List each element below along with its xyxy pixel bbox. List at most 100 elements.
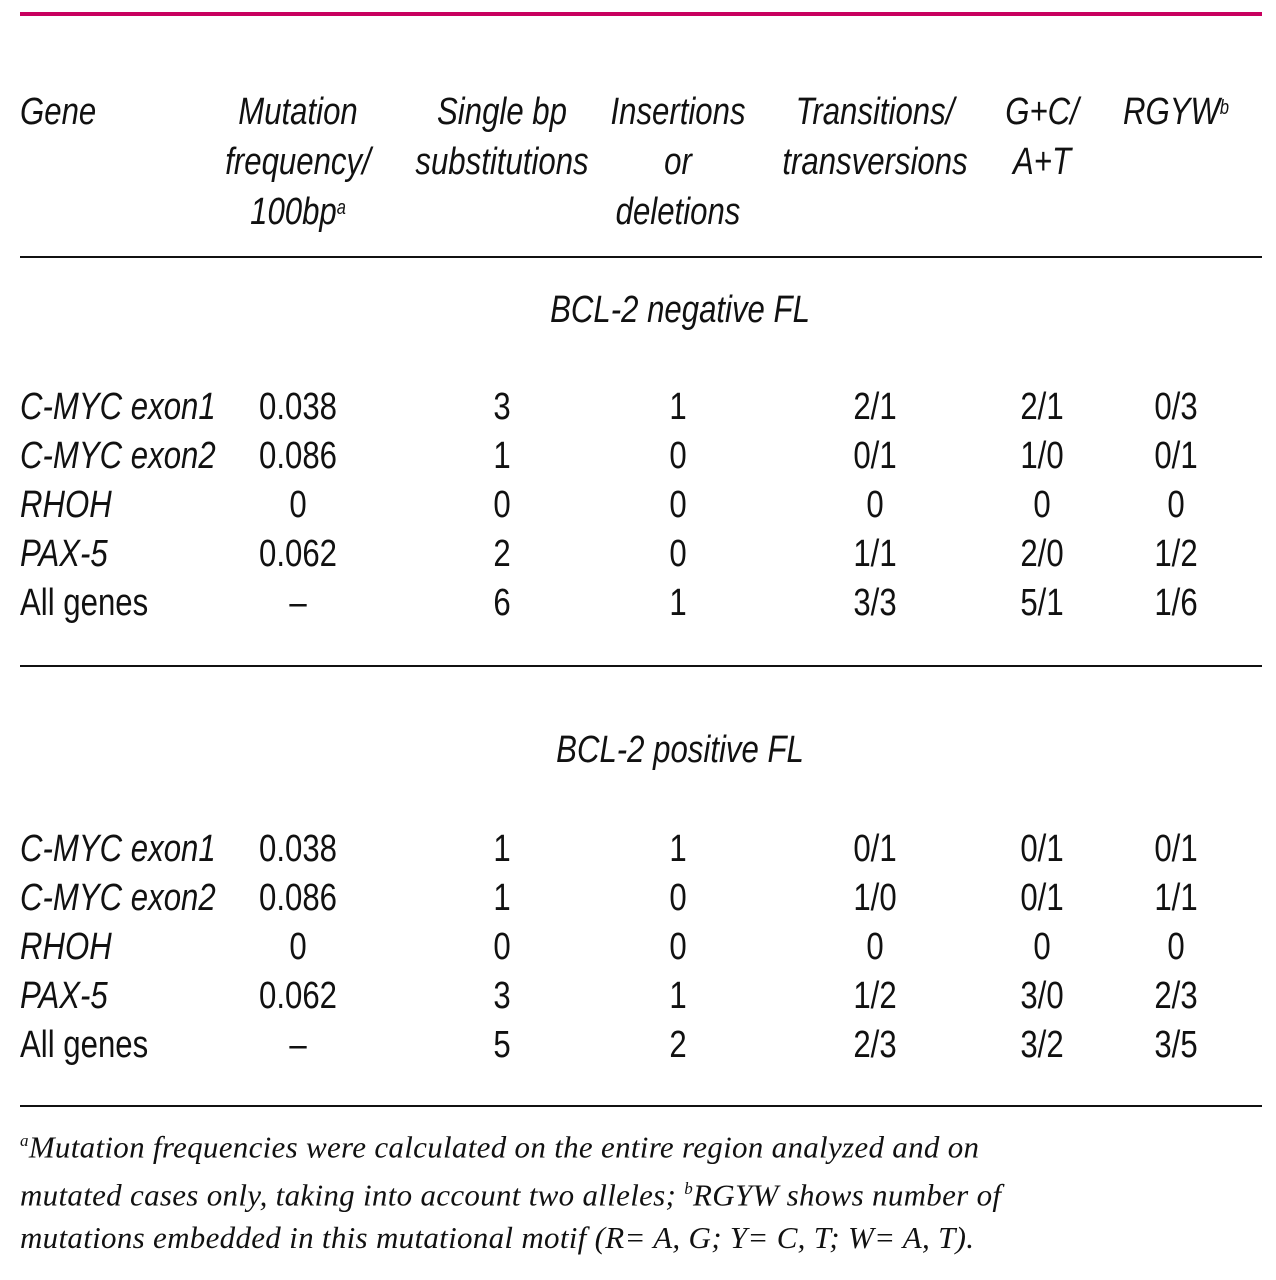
rule [20,1105,1262,1107]
cell: 1 [669,582,687,624]
header-sup: b [1219,97,1230,119]
cell: 1 [669,975,687,1017]
cell: 0 [1033,926,1051,968]
cell: 5 [493,1024,511,1066]
header-cell: Mutation [238,91,358,133]
cell: 0.062 [259,533,337,575]
cell: 1 [669,828,687,870]
cell: 1/2 [853,975,897,1017]
header-sup: a [336,197,346,219]
section-title: BCL-2 positive FL [556,729,804,771]
cell: 0/1 [853,435,897,477]
header-cell: or [664,141,692,183]
cell: 2/3 [853,1024,897,1066]
cell: 5/1 [1020,582,1064,624]
cell: 0 [289,484,307,526]
gene-name: C-MYC exon2 [20,877,216,919]
header-cell: A+T [1012,141,1072,183]
footnote-text: mutations embedded in this mutational mo… [20,1219,975,1255]
cell: 3/3 [853,582,897,624]
gene-name: RHOH [20,926,112,968]
cell: 3/0 [1020,975,1064,1017]
cell: 0 [493,484,511,526]
cell: 0.038 [259,828,337,870]
cell: 0/1 [853,828,897,870]
header-cell: RGYWb [1122,91,1230,133]
cell: 2/1 [853,386,897,428]
cell: 1/0 [1020,435,1064,477]
cell: 1/0 [853,877,897,919]
rule [20,256,1262,258]
cell: 0 [866,926,884,968]
cell: – [289,582,307,624]
cell: 0.038 [259,386,337,428]
cell: 0/1 [1154,435,1198,477]
cell: 0 [289,926,307,968]
header-cell: substitutions [415,141,589,183]
cell: 2/3 [1154,975,1198,1017]
cell: 1 [493,877,511,919]
cell: 0.086 [259,877,337,919]
footnote-text: mutated cases only, taking into account … [20,1177,685,1213]
cell: 0 [669,926,687,968]
gene-name: C-MYC exon1 [20,828,216,870]
cell: 3/2 [1020,1024,1064,1066]
cell: 0 [669,533,687,575]
cell: 0/3 [1154,386,1198,428]
gene-name: C-MYC exon2 [20,435,216,477]
footnote-text: Mutation frequencies were calculated on … [28,1129,980,1165]
footnote-sup: a [20,1131,29,1150]
footnote-sup: b [684,1179,694,1199]
cell: 0 [493,926,511,968]
cell: 0 [866,484,884,526]
cell: 1/1 [1154,877,1198,919]
header-cell: Insertions [610,91,746,133]
gene-name: C-MYC exon1 [20,386,216,428]
cell: 1 [493,828,511,870]
cell: 2/1 [1020,386,1064,428]
gene-name: PAX-5 [20,533,108,575]
cell: 0.062 [259,975,337,1017]
gene-name: All genes [20,1024,149,1066]
cell: 0 [1167,484,1185,526]
cell: 0/1 [1154,828,1198,870]
cell: 1 [669,386,687,428]
cell: 0 [1167,926,1185,968]
cell: 0/1 [1020,828,1064,870]
footnote-line: aMutation frequencies were calculated on… [20,1120,1001,1168]
cell: 6 [493,582,511,624]
cell: 0 [669,877,687,919]
header-cell: transversions [782,141,968,183]
gene-name: RHOH [20,484,112,526]
cell: 3 [493,975,511,1017]
rule [20,665,1262,667]
header-cell: frequency/ [225,141,371,183]
cell: 1/6 [1154,582,1198,624]
header-cell: deletions [615,191,741,233]
gene-name: PAX-5 [20,975,108,1017]
gene-name: All genes [20,582,149,624]
footnote: aMutation frequencies were calculated on… [20,1120,1001,1259]
cell: 0/1 [1020,877,1064,919]
header-cell: Single bp [437,91,567,133]
header-cell: G+C/ [1005,91,1079,133]
header-cell: Gene [20,91,97,133]
cell: – [289,1024,307,1066]
cell: 2 [493,533,511,575]
cell: 1/1 [853,533,897,575]
cell: 3/5 [1154,1024,1198,1066]
cell: 0 [1033,484,1051,526]
footnote-line: mutations embedded in this mutational mo… [20,1217,1001,1259]
cell: 2/0 [1020,533,1064,575]
header-cell: Transitions/ [795,91,955,133]
top-rule [20,12,1262,16]
cell: 3 [493,386,511,428]
footnote-text: RGYW shows number of [693,1177,1002,1213]
cell: 2 [669,1024,687,1066]
section-title: BCL-2 negative FL [550,289,810,331]
header-cell: 100bpa [250,191,346,233]
cell: 0 [669,484,687,526]
cell: 0 [669,435,687,477]
cell: 0.086 [259,435,337,477]
